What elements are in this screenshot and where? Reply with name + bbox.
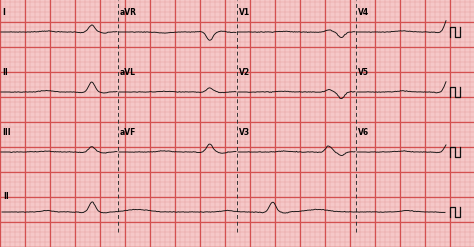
Text: II: II	[2, 68, 8, 77]
Text: aVF: aVF	[120, 128, 137, 137]
Text: aVR: aVR	[120, 8, 137, 17]
Text: V1: V1	[239, 8, 250, 17]
Text: II: II	[3, 192, 9, 201]
Text: V5: V5	[358, 68, 369, 77]
Text: V2: V2	[239, 68, 250, 77]
Text: III: III	[2, 128, 10, 137]
Text: aVL: aVL	[120, 68, 136, 77]
Text: V3: V3	[239, 128, 250, 137]
Text: V6: V6	[358, 128, 369, 137]
Text: I: I	[2, 8, 5, 17]
Text: V4: V4	[358, 8, 369, 17]
